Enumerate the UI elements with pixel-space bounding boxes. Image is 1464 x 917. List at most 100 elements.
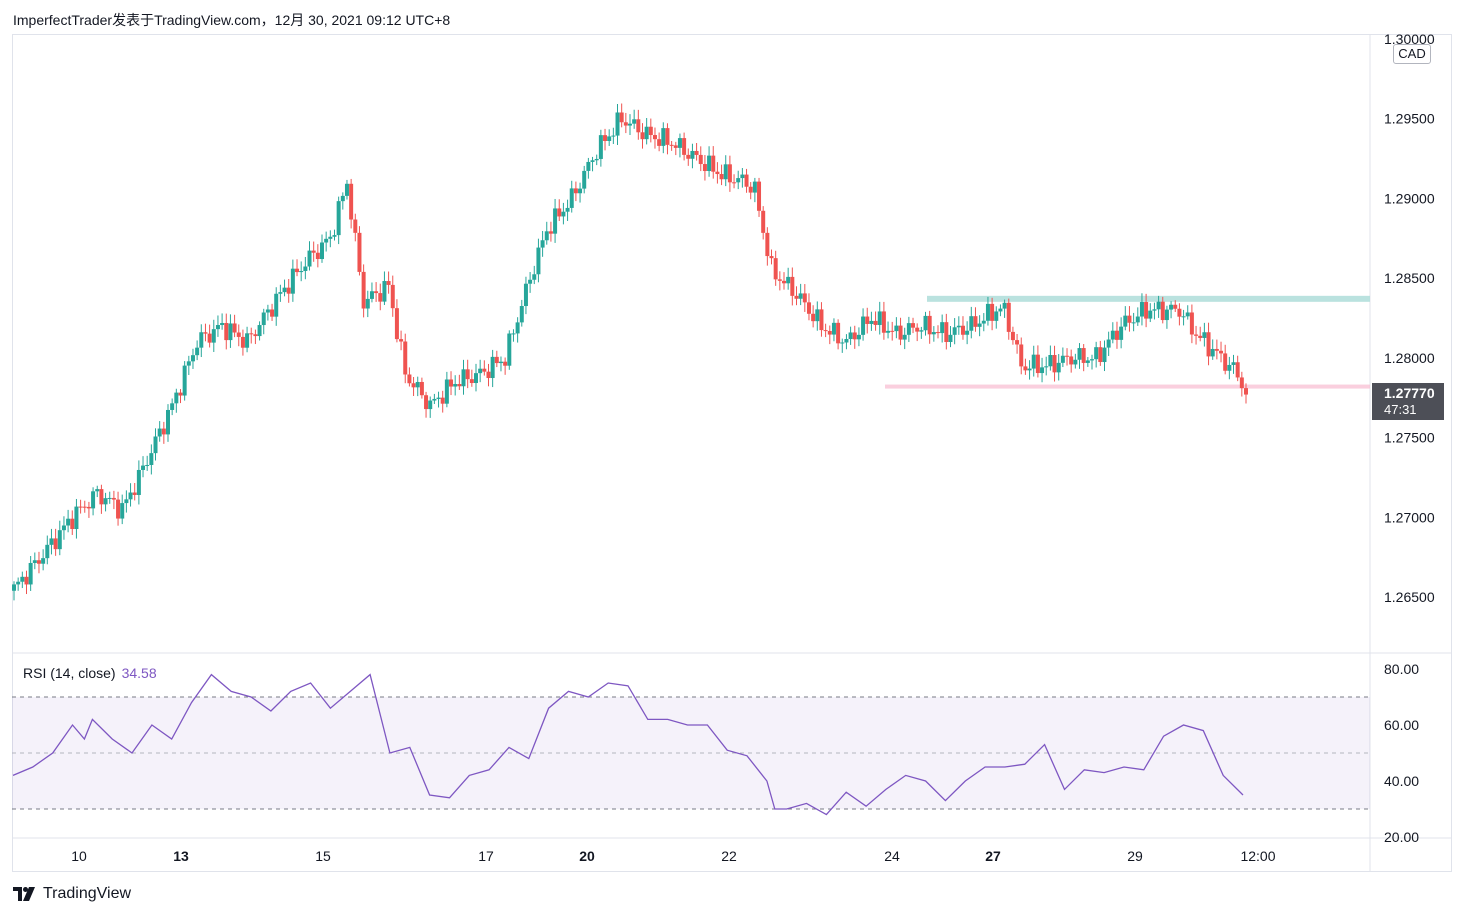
candle-body <box>232 323 237 333</box>
candle-body <box>70 518 75 530</box>
candle-body <box>228 323 233 341</box>
candle-body <box>657 139 662 146</box>
candle-body <box>365 298 370 309</box>
candle-body <box>956 325 961 328</box>
candle-body <box>582 170 587 189</box>
candle-body <box>474 373 478 384</box>
candle-body <box>906 323 911 335</box>
candle-body <box>32 560 37 563</box>
candle-body <box>245 333 250 348</box>
candle-body <box>511 333 516 335</box>
candle-body <box>723 164 728 180</box>
resistance-line[interactable] <box>927 295 1370 302</box>
candle-body <box>548 231 553 234</box>
candle-body <box>682 138 687 155</box>
candle-body <box>315 252 320 260</box>
candle-body <box>557 208 562 217</box>
time-tick-label: 22 <box>721 848 737 864</box>
candle-body <box>711 155 716 172</box>
candle-body <box>1131 322 1136 324</box>
candle-body <box>923 315 928 331</box>
time-tick-label: 29 <box>1127 848 1143 864</box>
candle-body <box>128 492 133 500</box>
tradingview-footer[interactable]: TradingView <box>13 885 131 903</box>
candle-body <box>519 306 524 323</box>
candle-body <box>240 336 245 348</box>
candle-body <box>428 400 433 410</box>
candle-body <box>578 188 583 194</box>
candle-body <box>449 379 454 387</box>
candle-body <box>944 322 949 343</box>
candle-body <box>257 325 262 337</box>
candle-body <box>161 428 166 435</box>
candle-body <box>1035 354 1040 374</box>
candle-body <box>811 313 816 322</box>
candle-body <box>877 311 882 325</box>
candle-body <box>823 330 828 332</box>
candle-body <box>940 322 945 334</box>
candle-body <box>1073 359 1078 365</box>
candle-body <box>274 293 279 317</box>
candle-body <box>661 128 666 146</box>
candle-body <box>1040 367 1045 374</box>
candle-body <box>1214 348 1219 351</box>
candle-body <box>419 381 424 396</box>
candle-body <box>965 330 970 335</box>
support-line[interactable] <box>885 384 1370 389</box>
candle-body <box>1085 360 1090 363</box>
candle-body <box>707 155 712 172</box>
rsi-legend[interactable]: RSI (14, close) 34.58 <box>23 665 157 681</box>
candle-body <box>1065 355 1070 357</box>
candle-body <box>328 236 333 239</box>
currency-label[interactable]: CAD <box>1393 44 1431 64</box>
candle-body <box>403 341 408 375</box>
candle-body <box>727 164 732 183</box>
candle-body <box>82 506 87 508</box>
candle-body <box>911 323 916 328</box>
candle-body <box>819 309 824 331</box>
candle-body <box>336 201 341 236</box>
candle-body <box>1090 359 1094 361</box>
candle-body <box>652 135 657 140</box>
candle-body <box>95 489 100 492</box>
rsi-value: 34.58 <box>121 665 157 681</box>
candle-body <box>569 188 574 208</box>
time-tick-label: 27 <box>985 848 1001 864</box>
bar-countdown: 47:31 <box>1384 402 1417 417</box>
candle-body <box>1098 347 1103 363</box>
last-price-value: 1.27770 <box>1384 385 1435 401</box>
candle-body <box>798 293 803 299</box>
candle-body <box>782 280 786 284</box>
candle-body <box>757 181 762 211</box>
candle-body <box>969 316 974 331</box>
candle-body <box>998 308 1003 312</box>
candle-body <box>761 210 766 233</box>
candle-body <box>1135 316 1140 323</box>
candle-body <box>303 266 308 271</box>
candle-body <box>881 311 886 333</box>
candle-body <box>523 283 528 307</box>
candle-body <box>170 403 175 410</box>
candle-body <box>1052 355 1057 373</box>
candle-body <box>1077 348 1082 360</box>
candle-body <box>752 181 757 193</box>
candle-body <box>324 238 329 243</box>
candle-body <box>74 506 79 530</box>
candle-body <box>61 525 66 531</box>
candle-body <box>1185 312 1190 317</box>
candle-body <box>261 312 266 326</box>
candle-body <box>861 316 866 335</box>
candle-body <box>195 347 200 356</box>
candle-body <box>166 409 170 435</box>
candle-body <box>515 322 520 334</box>
candle-body <box>415 381 420 388</box>
candle-body <box>1119 326 1124 340</box>
time-tick-label: 15 <box>315 848 331 864</box>
candle-body <box>36 560 41 564</box>
candle-body <box>1194 334 1199 336</box>
candle-body <box>1189 312 1194 335</box>
candle-body <box>265 309 270 313</box>
candle-body <box>465 369 470 380</box>
candle-body <box>1177 308 1182 317</box>
candle-body <box>1148 310 1153 319</box>
